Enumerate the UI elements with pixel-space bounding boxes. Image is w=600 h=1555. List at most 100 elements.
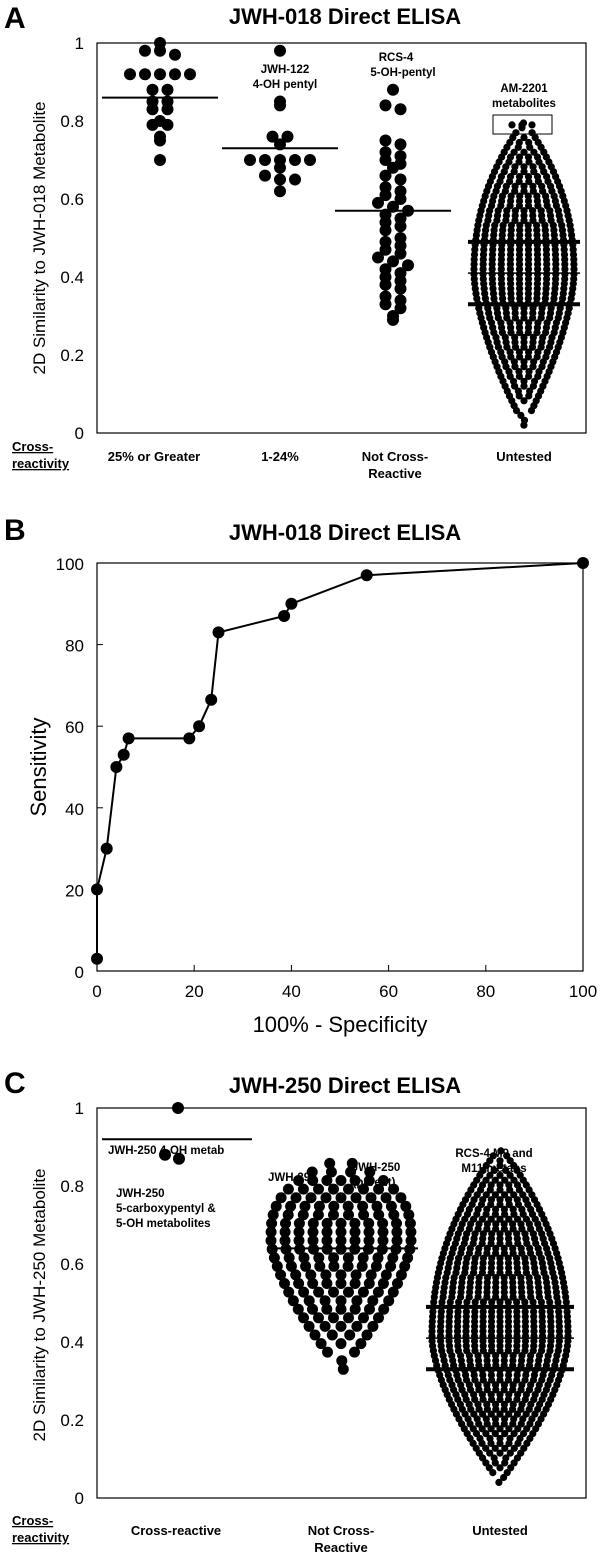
panel-b-point-4 (117, 748, 130, 761)
panel-a-series-4-point-457 (524, 173, 533, 181)
panel-c-series-3-point-647 (504, 1230, 512, 1238)
panel-c-series-3-point-22 (491, 1444, 499, 1452)
panel-c-series-3-point-751 (501, 1176, 509, 1184)
panel-c-series-3-point-743 (487, 1181, 495, 1189)
panel-c-series-3-point-731 (510, 1191, 518, 1199)
panel-b-x-tick-label-4: 80 (476, 982, 495, 1001)
panel-c-series-2-point-137 (285, 1200, 297, 1212)
panel-a-series-4-point-483 (515, 153, 524, 161)
panel-c-series-2-point-55 (305, 1269, 317, 1281)
panel-c-series-3-point-17 (496, 1449, 504, 1457)
panel-c-series-2-point-125 (404, 1217, 416, 1229)
panel-c-series-3-point-577 (488, 1254, 496, 1262)
panel-c-y-tick-label-3: 0.6 (60, 1255, 84, 1274)
panel-c-category-2-line1: Not Cross- (308, 1523, 374, 1538)
panel-c-series-2-point-131 (343, 1209, 354, 1221)
panel-a-category-2: 1-24% (261, 449, 299, 464)
panel-a-annotation-2-line2: 5-OH-pentyl (370, 67, 435, 79)
panel-c-plot-frame (96, 1107, 587, 1499)
panel-c-series-3-point-757 (506, 1171, 514, 1179)
panel-a-annotation-3-line2: metabolites (492, 98, 556, 110)
panel-c-series-2-point-63 (285, 1260, 297, 1272)
panel-c-series-2-point-163 (293, 1175, 305, 1186)
panel-c-series-3-point-81 (487, 1410, 495, 1418)
panel-a-series-2-point-12 (259, 169, 271, 182)
panel-a-series-1-point-6 (154, 68, 166, 81)
panel-c-series-3-point-767 (496, 1157, 504, 1165)
panel-c-series-2-point-51 (377, 1278, 389, 1289)
panel-c-series-3-point-132 (505, 1391, 513, 1399)
panel-a-series-1-point-17 (161, 118, 174, 131)
panel-a-series-4-point-488 (510, 148, 518, 156)
panel-c-series-3-point-158 (492, 1381, 500, 1389)
panel-c-series-2-point-33 (351, 1295, 363, 1307)
panel-c-series-3-point-35 (486, 1434, 494, 1443)
panel-c-chart: 0 0.2 0.4 0.6 0.8 1 2D Similarity to JWH-250 … (12, 1099, 587, 1555)
panel-c: C JWH-250 Direct ELISA 0 0.2 0.4 0.6 0.8 1 2D… (0, 1065, 600, 1555)
panel-c-series-2-point-40 (343, 1286, 354, 1298)
panel-a-series-3-point-41 (394, 302, 407, 315)
panel-c-series-2-point-150 (335, 1192, 347, 1204)
panel-a-series-3-point-9 (387, 161, 399, 174)
panel-a-series-4-point-504 (528, 129, 536, 137)
panel-a-series-2-point-2 (274, 99, 286, 112)
panel-c-series-2-point-52 (392, 1278, 403, 1289)
panel-c-annotation-2-line3: 5-OH metabolites (116, 1218, 211, 1230)
panel-c-series-1-point-1 (159, 1148, 171, 1161)
panel-a-series-4-point-25 (520, 377, 528, 385)
panel-c-series-2-point-75 (313, 1252, 325, 1264)
panel-c-title: JWH-250 Direct ELISA (228, 1073, 462, 1098)
panel-c-series-2-point-28 (378, 1303, 390, 1315)
panel-c-series-2-point-118 (307, 1217, 319, 1229)
panel-c-series-3-point-703 (500, 1205, 508, 1213)
panel-c-series-2-point-10 (361, 1329, 373, 1341)
panel-c-series-3-point-605 (483, 1244, 491, 1252)
panel-a-series-4-point-358 (524, 221, 532, 229)
panel-c-series-2-point-71 (399, 1260, 411, 1272)
panel-a-series-1-point-19 (154, 134, 166, 147)
panel-c-series-3-point-12 (490, 1454, 498, 1462)
panel-c-series-2-point-43 (387, 1286, 399, 1298)
panel-c-series-3-point-83 (505, 1410, 513, 1418)
panel-a-series-2-point-10 (304, 154, 316, 166)
panel-c-series-2-point-160 (358, 1183, 369, 1195)
panel-c-series-2-point-114 (405, 1226, 417, 1238)
panel-c-series-2-point-34 (367, 1295, 379, 1307)
panel-c-series-3-point-71 (491, 1415, 499, 1423)
panel-c-series-2-point-13 (335, 1320, 347, 1332)
panel-c-series-2-point-65 (314, 1260, 326, 1272)
panel-c-series-1-point-0 (172, 1102, 184, 1114)
panel-a-category-1: 25% or Greater (108, 449, 201, 464)
panel-c-series-2-point-61 (395, 1269, 407, 1281)
panel-a-series-3-point-27 (379, 243, 392, 256)
panel-a-series-3-point-29 (372, 251, 384, 264)
panel-c-series-2-point-164 (307, 1175, 319, 1186)
panel-b-point-6 (183, 732, 196, 745)
panel-c-series-3-point-670 (492, 1220, 500, 1228)
panel-a-series-3-point-16 (372, 196, 384, 209)
panel-a-series-3-point-22 (394, 220, 407, 233)
panel-c-series-2-point-21 (373, 1312, 384, 1324)
panel-c-series-3-point-669 (483, 1220, 491, 1228)
panel-c-series-2-point-32 (335, 1295, 347, 1307)
panel-a-series-4-point-37 (525, 368, 533, 376)
panel-c-series-3-point-702 (492, 1205, 500, 1213)
panel-c-series-2-point-173 (364, 1166, 376, 1178)
panel-c-y-axis-label: 2D Similarity to JWH-250 Metabolite (30, 1168, 49, 1441)
panel-a-series-1-point-7 (169, 68, 181, 81)
panel-c-series-2-point-166 (335, 1175, 347, 1186)
panel-c-series-2-point-159 (343, 1183, 354, 1195)
panel-b-y-tick-label-5: 100 (56, 555, 84, 574)
panel-b-point-13 (577, 557, 589, 569)
panel-a-series-3-point-43 (387, 313, 399, 326)
panel-c-series-3-point-18 (506, 1449, 514, 1457)
panel-c-series-3-point-517 (492, 1274, 500, 1282)
panel-a-series-4-point-441 (529, 182, 537, 190)
panel-b-chart: 0 20 40 60 80 100 0 20 40 60 80 100 Sensitivity 100… (26, 555, 597, 1037)
panel-c-series-2-point-1 (336, 1355, 348, 1367)
panel-c-series-2-point-69 (370, 1260, 382, 1272)
panel-a-series-1-point-10 (161, 83, 174, 96)
panel-a-series-2-point-3 (266, 130, 279, 143)
panel-c-series-2-point-158 (328, 1183, 339, 1195)
panel-c-series-3-point-5 (496, 1464, 504, 1472)
